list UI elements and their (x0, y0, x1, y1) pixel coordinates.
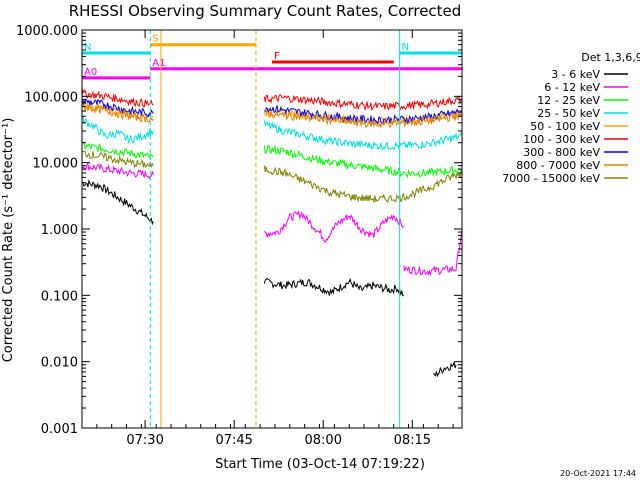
x-axis-label: Start Time (03-Oct-14 07:19:22) (215, 457, 425, 472)
x-tick-label: 07:45 (215, 433, 252, 448)
legend-label: 800 - 7000 keV (516, 159, 600, 172)
series-3-6-kev-line (81, 178, 154, 226)
x-tick-label: 08:15 (394, 433, 431, 448)
series-800-7000-kev-line (81, 102, 154, 123)
y-tick-label: 0.100 (41, 289, 78, 304)
legend-label: 100 - 300 keV (523, 133, 600, 146)
chart-title: RHESSI Observing Summary Count Rates, Co… (69, 2, 462, 20)
legend-label: 50 - 100 keV (530, 120, 600, 133)
y-tick-label: 10.000 (33, 157, 79, 172)
y-tick-label: 0.001 (41, 422, 78, 437)
legend-label: 7000 - 15000 keV (502, 172, 600, 185)
series-7000-15000-kev-line (81, 150, 154, 169)
series-6-12-kev-line (81, 162, 154, 180)
y-tick-label: 1.000 (41, 223, 78, 238)
plot-frame (81, 29, 463, 429)
y-tick-label: 100.000 (24, 90, 78, 105)
x-tick-label: 08:00 (305, 433, 342, 448)
series-12-25-kev-line-2 (263, 145, 463, 179)
y-tick-label: 1000.000 (16, 24, 78, 39)
series-3-6-kev-line-2 (263, 277, 405, 297)
series-100-300-kev-line-2 (263, 94, 463, 112)
series-6-12-kev-line-3 (403, 228, 463, 277)
timestamp: 20-Oct-2021 17:44 (560, 469, 636, 478)
legend-label: 300 - 800 keV (523, 146, 600, 159)
legend-label: 12 - 25 keV (537, 94, 600, 107)
legend-label: 3 - 6 keV (551, 68, 600, 81)
series-3-6-kev-line-3 (433, 361, 457, 378)
flag-label-n: N (84, 42, 91, 53)
series-300-800-kev-line-2 (263, 105, 463, 126)
legend-label: 25 - 50 keV (537, 107, 600, 120)
flag-label-n: N (402, 42, 409, 53)
flag-label-f: F (274, 51, 280, 62)
legend-label: 6 - 12 keV (544, 81, 600, 94)
x-tick-label: 07:30 (126, 433, 163, 448)
series-6-12-kev-line-2 (263, 210, 405, 244)
legend-title: Det 1,3,6,9 (581, 51, 640, 64)
series-25-50-kev-line (81, 114, 154, 144)
flag-label-a1: A1 (152, 58, 165, 69)
series-25-50-kev-line-2 (263, 120, 463, 151)
series-7000-15000-kev-line-2 (263, 165, 463, 203)
series-12-25-kev-line (81, 141, 154, 160)
series-100-300-kev-line (81, 88, 154, 108)
flag-label-s: S (152, 34, 158, 45)
y-tick-label: 0.010 (41, 356, 78, 371)
series-50-100-kev-line-2 (263, 107, 463, 126)
flag-label-a0: A0 (84, 67, 97, 78)
series-800-7000-kev-line-2 (263, 109, 463, 129)
series-300-800-kev-line (81, 97, 154, 118)
y-axis-label: Corrected Count Rate (s⁻¹ detector⁻¹) (1, 118, 16, 363)
